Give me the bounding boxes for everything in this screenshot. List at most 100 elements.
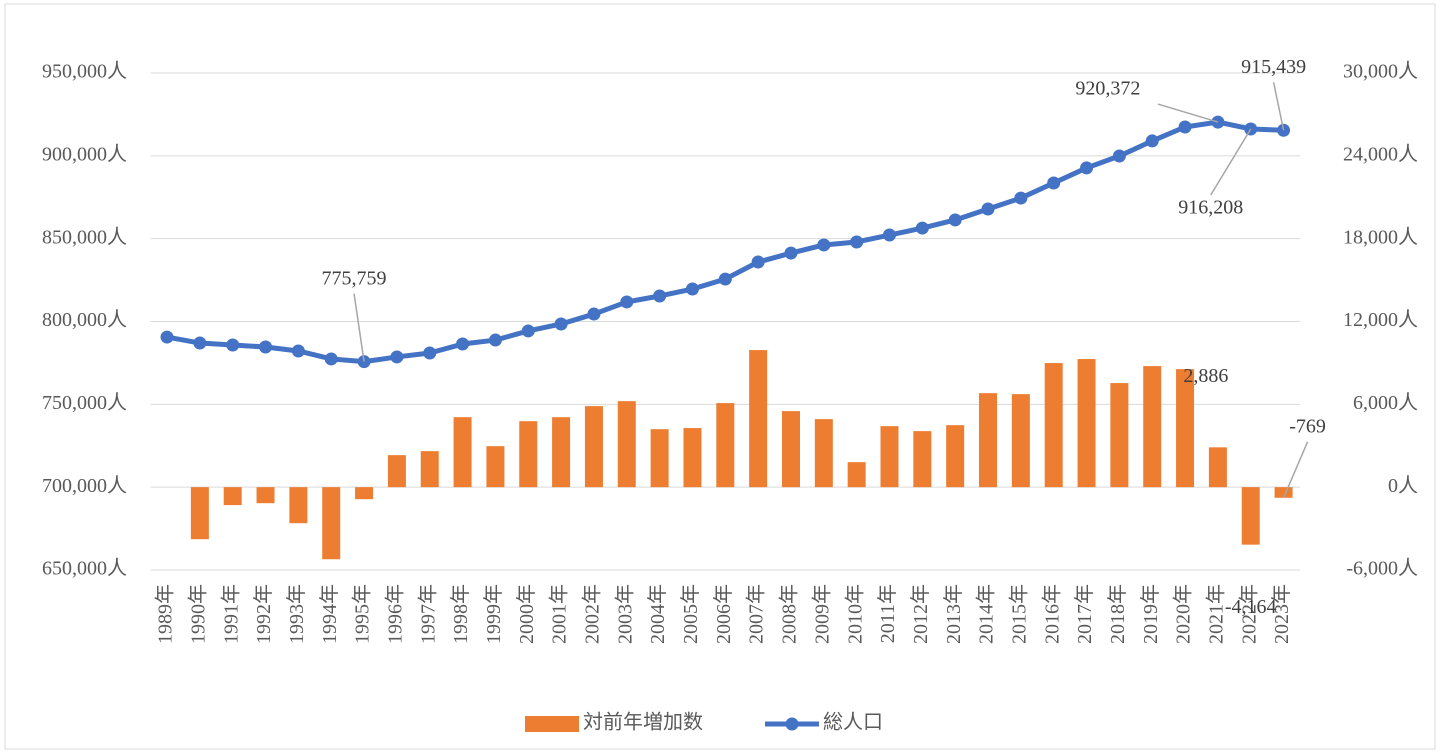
x-tick-label: 2008年 <box>778 584 801 644</box>
bar <box>486 446 505 488</box>
bar <box>519 421 538 488</box>
x-tick-label: 2006年 <box>712 584 735 644</box>
x-tick-label: 2019年 <box>1139 584 1162 644</box>
bar <box>617 401 636 488</box>
bar <box>781 411 800 488</box>
bar <box>946 425 965 488</box>
bar <box>355 487 374 500</box>
bar <box>1110 383 1129 488</box>
x-tick-label: 2020年 <box>1172 584 1195 644</box>
leader-line <box>1282 441 1309 499</box>
bar <box>1241 487 1260 545</box>
bar <box>814 419 833 488</box>
bar <box>1176 369 1195 488</box>
x-tick-label: 2015年 <box>1007 584 1030 644</box>
line-marker <box>587 307 601 321</box>
y-tick-label: 800,000人 <box>42 308 127 331</box>
line-marker <box>1178 120 1192 134</box>
line-marker <box>160 330 174 344</box>
line-marker <box>1112 149 1126 163</box>
line-marker <box>521 324 535 338</box>
x-tick-label: 2001年 <box>548 584 571 644</box>
bar <box>979 393 998 488</box>
line-marker <box>948 213 962 227</box>
y2-tick-label: 6,000人 <box>1353 391 1418 414</box>
line-marker <box>423 346 437 360</box>
bar <box>1044 363 1063 488</box>
legend-label: 対前年増加数 <box>583 711 703 734</box>
line-marker <box>456 337 470 351</box>
data-label: 775,759 <box>322 267 387 289</box>
data-label: 920,372 <box>1075 78 1140 100</box>
x-tick-label: 1995年 <box>351 584 374 644</box>
y-tick-label: 700,000人 <box>42 474 127 497</box>
leader-line <box>353 293 365 362</box>
x-tick-label: 1989年 <box>154 584 177 644</box>
y2-tick-label: 30,000人 <box>1343 60 1418 83</box>
bar <box>650 429 669 488</box>
chart-border <box>4 3 1436 750</box>
x-tick-label: 2014年 <box>975 584 998 644</box>
bar <box>683 428 702 488</box>
x-tick-label: 2007年 <box>745 584 768 644</box>
line-marker <box>291 344 305 358</box>
x-tick-label: 1999年 <box>482 584 505 644</box>
line-marker <box>226 338 240 352</box>
line-marker <box>1047 176 1061 190</box>
y-tick-label: 850,000人 <box>42 225 127 248</box>
x-tick-label: 2018年 <box>1106 584 1129 644</box>
leader-line <box>1272 82 1285 131</box>
line-marker <box>981 202 995 216</box>
line-marker <box>1145 134 1159 148</box>
y2-tick-label: -6,000人 <box>1346 557 1418 580</box>
line-marker <box>751 255 765 269</box>
line-marker <box>390 350 404 364</box>
bar <box>552 417 571 488</box>
line-marker <box>554 317 568 331</box>
x-tick-label: 2011年 <box>876 584 899 643</box>
bar <box>223 487 242 506</box>
x-tick-label: 2021年 <box>1204 584 1227 644</box>
legend-label: 総人口 <box>823 711 883 734</box>
y2-tick-label: 24,000人 <box>1343 142 1418 165</box>
bar <box>1143 366 1162 488</box>
bar <box>453 417 472 488</box>
bar <box>289 487 308 524</box>
x-tick-label: 1996年 <box>383 584 406 644</box>
line-marker <box>883 228 896 242</box>
y2-tick-label: 12,000人 <box>1343 308 1418 331</box>
bar <box>1274 487 1293 498</box>
y-tick-label: 750,000人 <box>42 391 127 414</box>
y2-tick-label: 0人 <box>1388 474 1418 497</box>
x-tick-label: 2023年 <box>1270 584 1293 644</box>
x-tick-label: 1992年 <box>252 584 275 644</box>
x-tick-label: 1991年 <box>219 584 242 644</box>
bar <box>880 426 899 488</box>
x-tick-label: 2000年 <box>515 584 538 644</box>
leader-line <box>1210 128 1252 196</box>
bar <box>749 350 768 488</box>
y-tick-label: 900,000人 <box>42 142 127 165</box>
x-tick-label: 2009年 <box>810 584 833 644</box>
bar <box>420 451 439 488</box>
x-tick-label: 2005年 <box>679 584 702 644</box>
line-marker <box>193 336 207 350</box>
y-tick-label: 650,000人 <box>42 557 127 580</box>
x-tick-label: 1993年 <box>285 584 308 644</box>
line-marker <box>653 289 667 303</box>
x-tick-label: 1997年 <box>416 584 439 644</box>
bar <box>716 403 735 488</box>
line-marker <box>620 295 634 309</box>
line-marker <box>784 246 798 260</box>
data-label: 916,208 <box>1178 197 1243 219</box>
data-label: 915,439 <box>1241 56 1306 78</box>
line-marker <box>817 238 831 252</box>
x-tick-label: 2013年 <box>942 584 965 644</box>
x-tick-label: 2017年 <box>1073 584 1096 644</box>
bar <box>322 487 341 560</box>
line-marker <box>850 235 864 249</box>
data-label: -769 <box>1289 415 1326 437</box>
bar <box>847 462 866 488</box>
line-marker <box>718 272 732 286</box>
